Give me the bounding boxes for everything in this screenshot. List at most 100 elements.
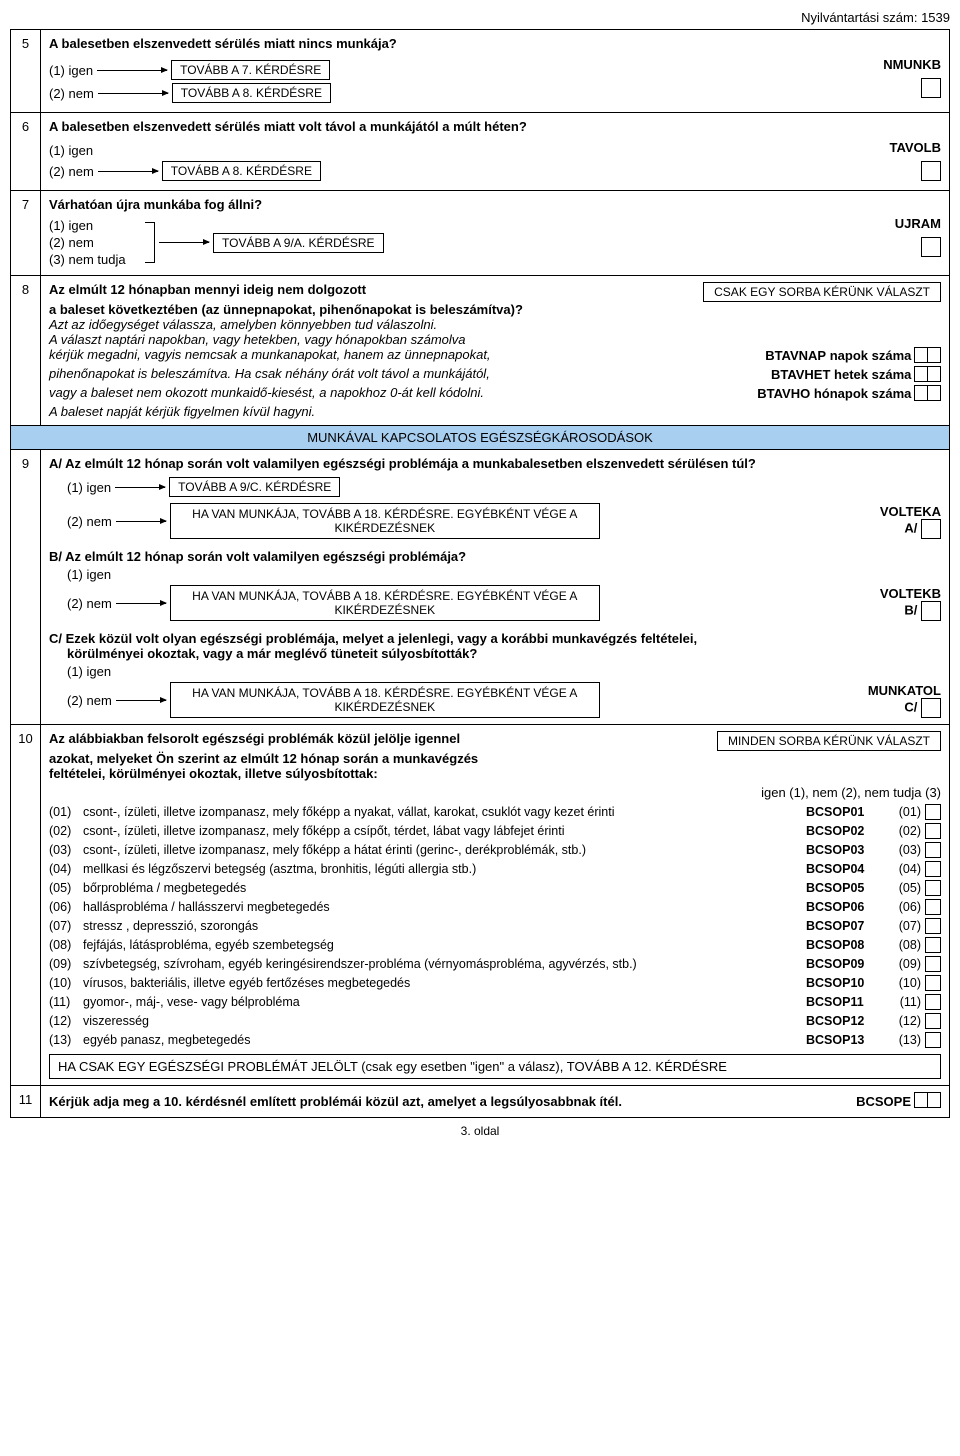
item-checkbox[interactable] bbox=[925, 937, 941, 953]
q8-l1: Az elmúlt 12 hónapban mennyi ideig nem d… bbox=[49, 282, 703, 302]
item-checkbox[interactable] bbox=[925, 1013, 941, 1029]
page-number: 3. oldal bbox=[10, 1124, 950, 1138]
q7-content: Várhatóan újra munkába fog állni? (1) ig… bbox=[41, 191, 950, 276]
item-num: (07) bbox=[49, 919, 83, 933]
item-checkbox[interactable] bbox=[925, 1032, 941, 1048]
item-rnum: (01) bbox=[886, 805, 921, 819]
q9a-checkbox[interactable] bbox=[921, 519, 941, 539]
q7-title: Várhatóan újra munkába fog állni? bbox=[49, 197, 941, 212]
item-checkbox[interactable] bbox=[925, 842, 941, 858]
item-num: (04) bbox=[49, 862, 83, 876]
item-text: viszeresség bbox=[83, 1014, 806, 1028]
q9a-sub: A/ bbox=[904, 520, 917, 535]
q9a-opt1: (1) igen bbox=[67, 480, 111, 495]
arrow-icon bbox=[98, 93, 168, 94]
arrow-icon bbox=[115, 487, 165, 488]
item-checkbox[interactable] bbox=[925, 994, 941, 1010]
item-rnum: (07) bbox=[886, 919, 921, 933]
q8-box2[interactable] bbox=[915, 366, 941, 385]
q6-skip2: TOVÁBB A 8. KÉRDÉSRE bbox=[162, 161, 321, 181]
item-code: BCSOP03 bbox=[806, 843, 886, 857]
q8-u1: napok száma bbox=[830, 348, 912, 363]
q7-skip: TOVÁBB A 9/A. KÉRDÉSRE bbox=[213, 233, 384, 253]
item-code: BCSOP05 bbox=[806, 881, 886, 895]
q8-c3: BTAVHO bbox=[757, 386, 810, 401]
item-text: mellkasi és légzőszervi betegség (asztma… bbox=[83, 862, 806, 876]
arrow-icon bbox=[159, 242, 209, 243]
item-num: (06) bbox=[49, 900, 83, 914]
item-checkbox[interactable] bbox=[925, 899, 941, 915]
q9a-prefix: A/ bbox=[49, 456, 62, 471]
item-checkbox[interactable] bbox=[925, 804, 941, 820]
section-header: MUNKÁVAL KAPCSOLATOS EGÉSZSÉGKÁROSODÁSOK bbox=[11, 426, 950, 450]
q5-number: 5 bbox=[11, 30, 41, 113]
q10-items: (01)csont-, ízületi, illetve izompanasz,… bbox=[49, 804, 941, 1048]
item-rnum: (05) bbox=[886, 881, 921, 895]
item-checkbox[interactable] bbox=[925, 823, 941, 839]
q9c-opt2: (2) nem bbox=[67, 693, 112, 708]
item-text: egyéb panasz, megbetegedés bbox=[83, 1033, 806, 1047]
list-item: (12)viszerességBCSOP12(12) bbox=[49, 1013, 941, 1029]
arrow-icon bbox=[97, 70, 167, 71]
q8-content: Az elmúlt 12 hónapban mennyi ideig nem d… bbox=[41, 276, 950, 426]
item-rnum: (03) bbox=[886, 843, 921, 857]
q10-l3: feltételei, körülményei okoztak, illetve… bbox=[49, 766, 941, 781]
q5-opt1: (1) igen bbox=[49, 63, 93, 78]
q9b-opt1: (1) igen bbox=[67, 567, 111, 582]
q9c-checkbox[interactable] bbox=[921, 698, 941, 718]
q8-l6: pihenőnapokat is beleszámítva. Ha csak n… bbox=[49, 366, 771, 385]
q6-content: A balesetben elszenvedett sérülés miatt … bbox=[41, 113, 950, 191]
q8-c1: BTAVNAP bbox=[765, 348, 826, 363]
q6-code: TAVOLB bbox=[889, 140, 941, 155]
q7-opt1: (1) igen bbox=[49, 218, 139, 233]
q9-number: 9 bbox=[11, 450, 41, 725]
item-checkbox[interactable] bbox=[925, 918, 941, 934]
q9b-checkbox[interactable] bbox=[921, 601, 941, 621]
q8-l8: A baleset napját kérjük figyelmen kívül … bbox=[49, 404, 941, 419]
list-item: (10)vírusos, bakteriális, illetve egyéb … bbox=[49, 975, 941, 991]
q8-l4: A választ naptári napokban, vagy hetekbe… bbox=[49, 332, 941, 347]
list-item: (09)szívbetegség, szívroham, egyéb kerin… bbox=[49, 956, 941, 972]
q5-title: A balesetben elszenvedett sérülés miatt … bbox=[49, 36, 941, 51]
q7-checkbox[interactable] bbox=[921, 237, 941, 257]
q9c-code: MUNKATOL bbox=[868, 683, 941, 698]
q8-u3: hónapok száma bbox=[814, 386, 912, 401]
q6-opt1: (1) igen bbox=[49, 143, 93, 158]
list-item: (01)csont-, ízületi, illetve izompanasz,… bbox=[49, 804, 941, 820]
q11-title: Kérjük adja meg a 10. kérdésnél említett… bbox=[49, 1094, 856, 1109]
q9b-opt2: (2) nem bbox=[67, 596, 112, 611]
item-rnum: (09) bbox=[886, 957, 921, 971]
list-item: (11)gyomor-, máj-, vese- vagy bélproblém… bbox=[49, 994, 941, 1010]
item-code: BCSOP02 bbox=[806, 824, 886, 838]
q8-notice: CSAK EGY SORBA KÉRÜNK VÁLASZT bbox=[703, 282, 941, 302]
item-checkbox[interactable] bbox=[925, 861, 941, 877]
q9a-code: VOLTEKA bbox=[880, 504, 941, 519]
item-checkbox[interactable] bbox=[925, 956, 941, 972]
item-checkbox[interactable] bbox=[925, 975, 941, 991]
list-item: (06)hallásprobléma / hallásszervi megbet… bbox=[49, 899, 941, 915]
q6-checkbox[interactable] bbox=[921, 161, 941, 181]
q10-number: 10 bbox=[11, 725, 41, 1086]
q5-checkbox[interactable] bbox=[921, 78, 941, 98]
q5-code: NMUNKB bbox=[883, 57, 941, 72]
q11-code: BCSOPE bbox=[856, 1094, 911, 1109]
item-code: BCSOP11 bbox=[806, 995, 886, 1009]
item-num: (09) bbox=[49, 957, 83, 971]
q8-box1[interactable] bbox=[915, 347, 941, 366]
item-text: szívbetegség, szívroham, egyéb keringési… bbox=[83, 957, 806, 971]
q5-skip1: TOVÁBB A 7. KÉRDÉSRE bbox=[171, 60, 330, 80]
arrow-icon bbox=[116, 700, 166, 701]
item-text: bőrprobléma / megbetegedés bbox=[83, 881, 806, 895]
q9c-opt1: (1) igen bbox=[67, 664, 111, 679]
item-num: (10) bbox=[49, 976, 83, 990]
q11-box[interactable] bbox=[915, 1092, 941, 1111]
item-code: BCSOP04 bbox=[806, 862, 886, 876]
registration-number: Nyilvántartási szám: 1539 bbox=[10, 10, 950, 25]
q10-l2: azokat, melyeket Ön szerint az elmúlt 12… bbox=[49, 751, 941, 766]
item-code: BCSOP06 bbox=[806, 900, 886, 914]
item-checkbox[interactable] bbox=[925, 880, 941, 896]
item-rnum: (02) bbox=[886, 824, 921, 838]
q8-box3[interactable] bbox=[915, 385, 941, 404]
q9c-prefix: C/ bbox=[49, 631, 62, 646]
q6-title: A balesetben elszenvedett sérülés miatt … bbox=[49, 119, 941, 134]
